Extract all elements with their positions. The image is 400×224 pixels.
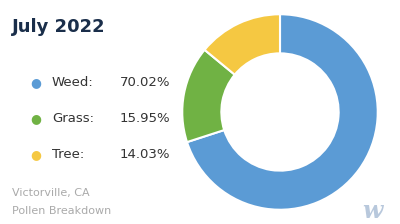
Text: ●: ●	[30, 112, 42, 125]
Text: July 2022: July 2022	[12, 18, 106, 36]
Text: ●: ●	[30, 76, 42, 89]
Text: Grass:: Grass:	[52, 112, 94, 125]
Text: Tree:: Tree:	[52, 148, 84, 161]
Text: 15.95%: 15.95%	[120, 112, 171, 125]
Text: 14.03%: 14.03%	[120, 148, 170, 161]
Text: Victorville, CA: Victorville, CA	[12, 188, 90, 198]
Text: 70.02%: 70.02%	[120, 76, 170, 89]
Wedge shape	[187, 14, 378, 210]
Text: Weed:: Weed:	[52, 76, 94, 89]
Text: ●: ●	[30, 148, 42, 161]
Text: w: w	[362, 198, 382, 223]
Text: Pollen Breakdown: Pollen Breakdown	[12, 206, 111, 215]
Wedge shape	[204, 14, 280, 75]
Wedge shape	[182, 50, 235, 142]
